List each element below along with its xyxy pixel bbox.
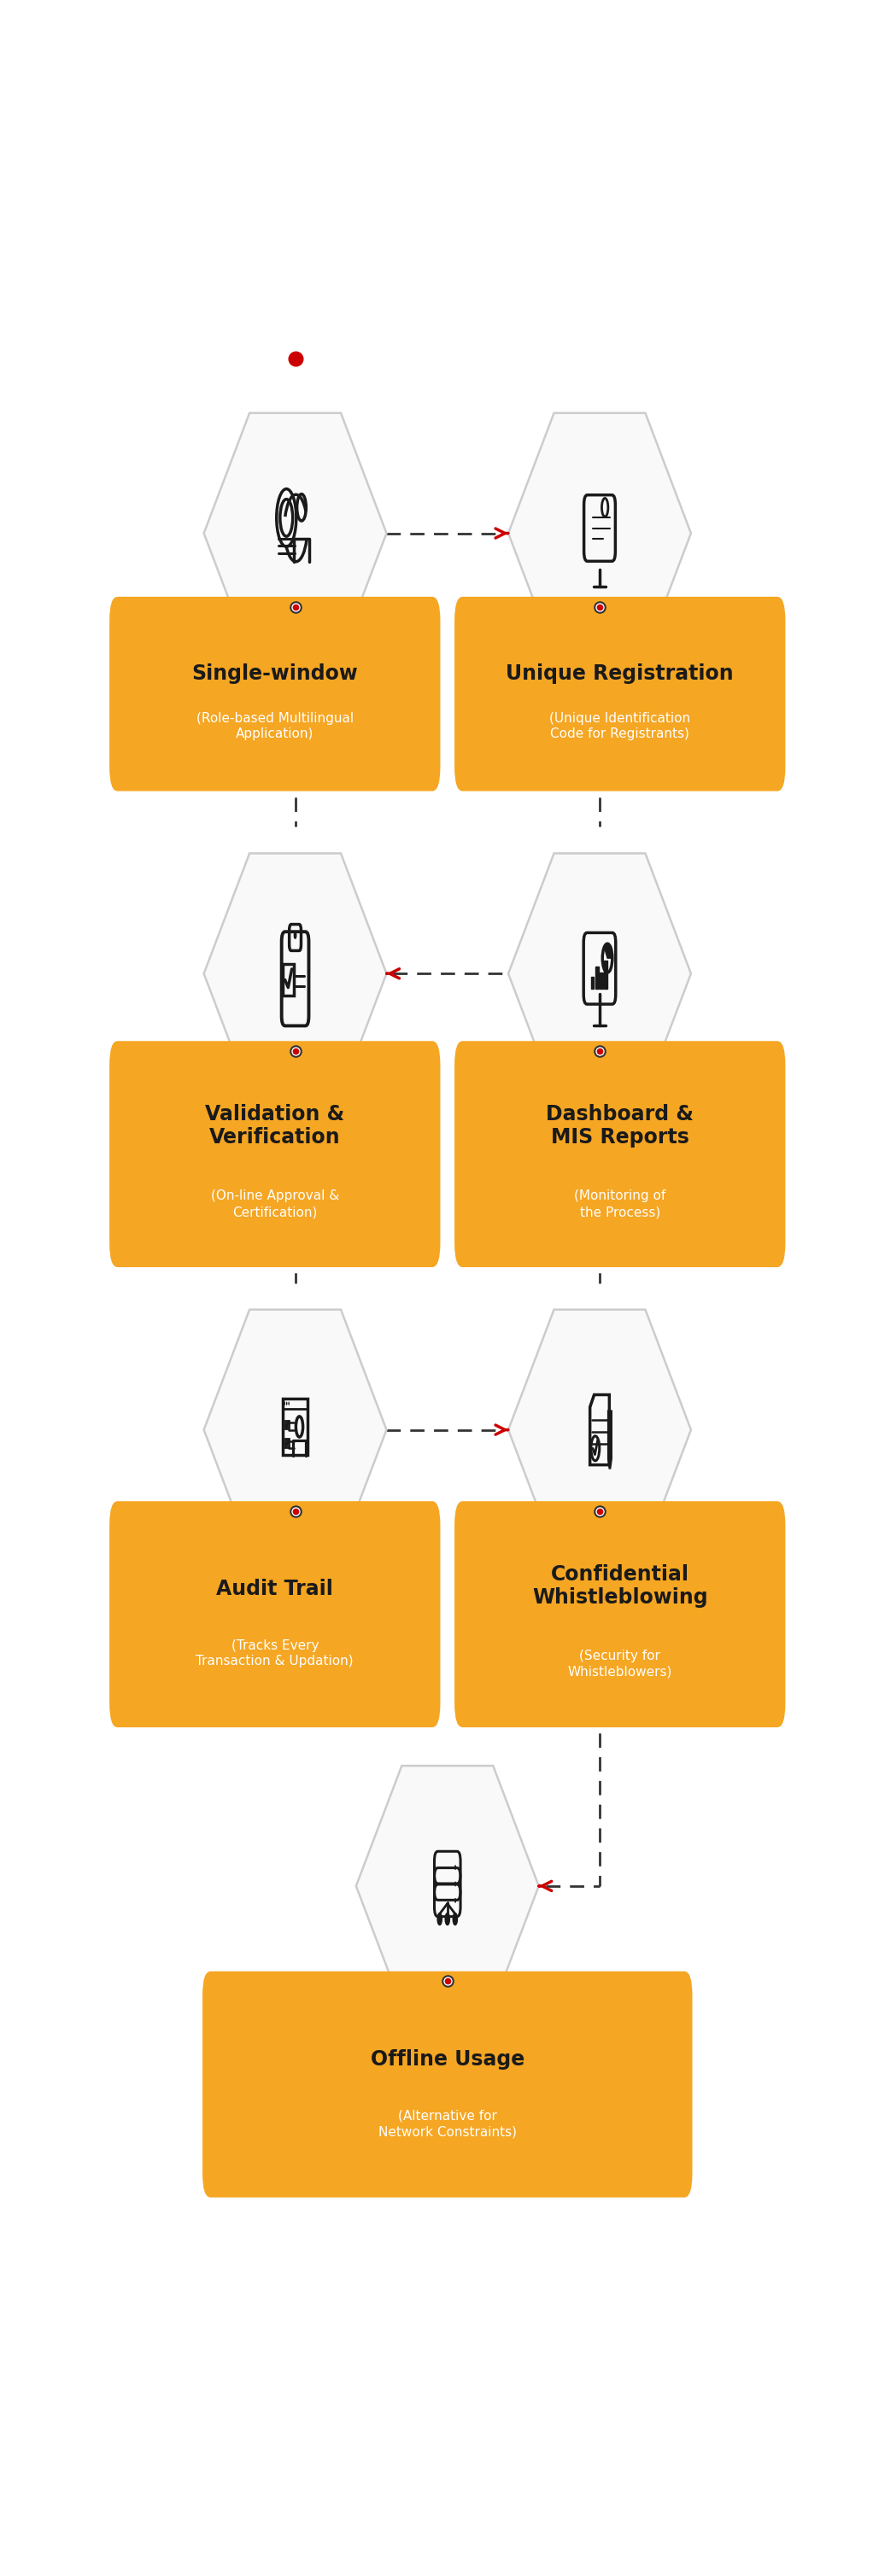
Circle shape <box>445 1914 450 1924</box>
FancyBboxPatch shape <box>109 1502 440 1728</box>
Text: Single-window: Single-window <box>192 662 358 683</box>
Polygon shape <box>508 412 691 654</box>
Circle shape <box>455 1899 457 1904</box>
Text: (Security for
Whistleblowers): (Security for Whistleblowers) <box>567 1649 672 1680</box>
Text: Offline Usage: Offline Usage <box>370 2048 525 2069</box>
FancyBboxPatch shape <box>203 1971 692 2197</box>
FancyBboxPatch shape <box>455 1502 786 1728</box>
Text: Audit Trail: Audit Trail <box>217 1579 333 1600</box>
Polygon shape <box>204 412 387 654</box>
FancyBboxPatch shape <box>455 1041 786 1267</box>
Bar <box>283 963 293 994</box>
Bar <box>591 976 594 989</box>
FancyBboxPatch shape <box>109 1041 440 1267</box>
Circle shape <box>284 1401 285 1406</box>
Text: Unique Registration: Unique Registration <box>506 662 734 683</box>
Text: (Unique Identification
Code for Registrants): (Unique Identification Code for Registra… <box>549 711 691 739</box>
Text: (Alternative for
Network Constraints): (Alternative for Network Constraints) <box>378 2110 517 2138</box>
Bar <box>600 974 603 989</box>
FancyBboxPatch shape <box>455 598 786 791</box>
Text: (On-line Approval &
Certification): (On-line Approval & Certification) <box>210 1190 339 1218</box>
Circle shape <box>455 1865 457 1870</box>
Bar <box>595 966 598 989</box>
Circle shape <box>294 933 296 938</box>
Polygon shape <box>356 1765 539 2007</box>
Polygon shape <box>508 1309 691 1551</box>
Text: (Role-based Multilingual
Application): (Role-based Multilingual Application) <box>196 711 354 739</box>
Bar <box>285 1440 288 1448</box>
Bar <box>283 1399 308 1455</box>
Circle shape <box>286 1401 287 1406</box>
Circle shape <box>455 1880 457 1886</box>
Text: Validation &
Verification: Validation & Verification <box>205 1105 345 1146</box>
Text: Dashboard &
MIS Reports: Dashboard & MIS Reports <box>546 1105 694 1146</box>
Text: (Tracks Every
Transaction & Updation): (Tracks Every Transaction & Updation) <box>196 1638 354 1667</box>
Text: (Monitoring of
the Process): (Monitoring of the Process) <box>574 1190 666 1218</box>
Circle shape <box>453 1914 457 1924</box>
Bar <box>604 961 608 989</box>
Circle shape <box>437 1914 442 1924</box>
Polygon shape <box>508 853 691 1095</box>
FancyBboxPatch shape <box>109 598 440 791</box>
Wedge shape <box>604 943 612 958</box>
Polygon shape <box>204 853 387 1095</box>
Bar <box>285 1419 288 1430</box>
Circle shape <box>288 1401 290 1406</box>
Text: Confidential
Whistleblowing: Confidential Whistleblowing <box>533 1564 708 1607</box>
Polygon shape <box>204 1309 387 1551</box>
